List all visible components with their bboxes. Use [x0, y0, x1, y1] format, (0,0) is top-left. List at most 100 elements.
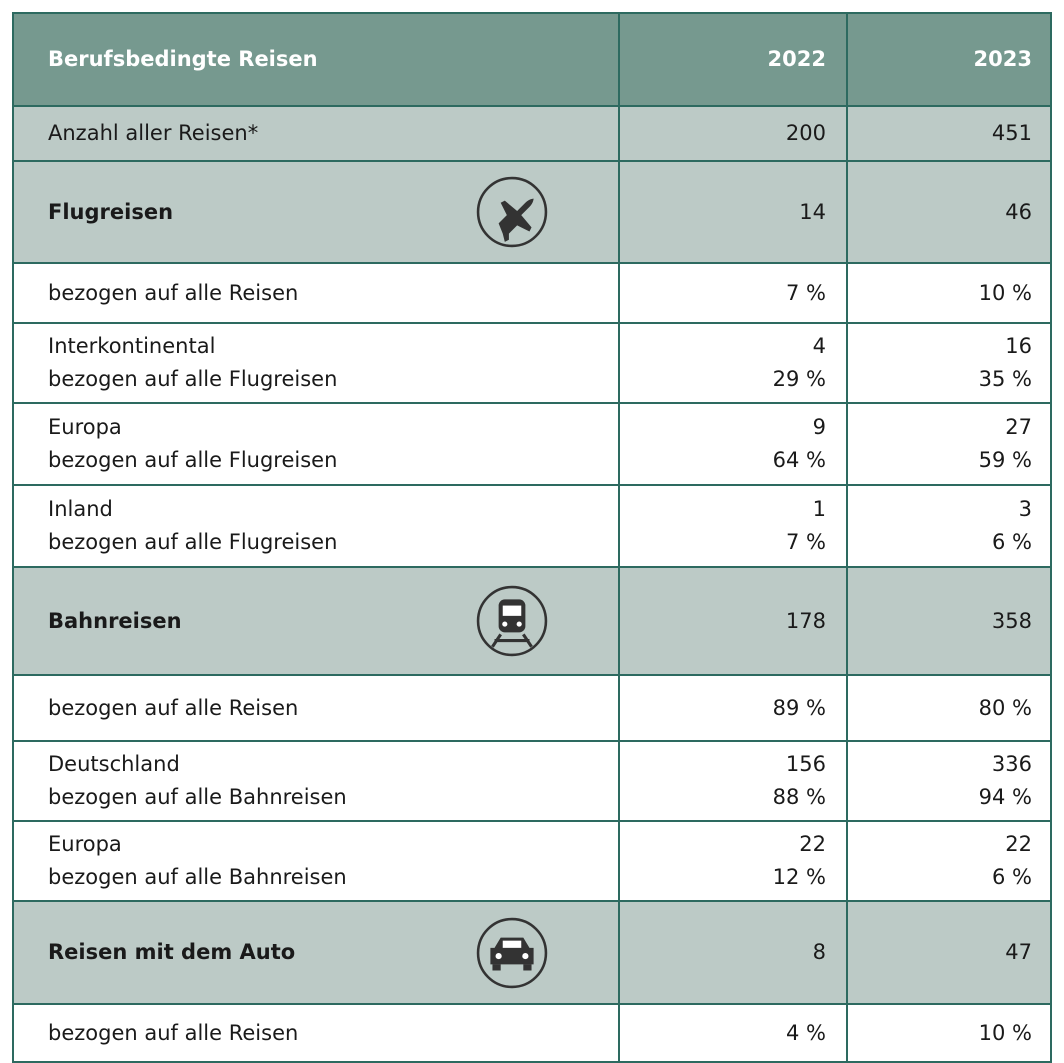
table-cell: Interkontinental bezogen auf alle Flugrei… [14, 324, 620, 404]
cell-value: 10 % [978, 280, 1032, 305]
table-row: Reisen mit dem Auto 8 47 [14, 902, 1052, 1005]
cell-value: 6 % [992, 530, 1032, 554]
table-cell: 9 64 % [620, 404, 848, 486]
cell-value: 7 % [786, 530, 826, 554]
cell-value: 451 [991, 121, 1032, 145]
cell-value: 200 [785, 121, 826, 145]
row-label: Europa [48, 832, 122, 856]
row-label: bezogen auf alle Reisen [48, 695, 299, 720]
table-cell: 10 % [848, 264, 1052, 324]
cell-value: 22 [799, 832, 826, 856]
table-cell: 178 [620, 568, 848, 676]
table-cell: 47 [848, 902, 1052, 1005]
cell-value: 7 % [786, 280, 826, 305]
row-label: bezogen auf alle Bahnreisen [48, 785, 347, 809]
table-cell: Deutschland bezogen auf alle Bahnreisen [14, 742, 620, 822]
table-row: Europa bezogen auf alle Bahnreisen 22 12 % 2… [14, 822, 1052, 902]
row-label: Europa [48, 415, 122, 439]
year-label: 2022 [767, 47, 826, 71]
table-row: Flugreisen 14 46 [14, 162, 1052, 264]
table-cell: Reisen mit dem Auto [14, 902, 620, 1005]
table-cell: Bahnreisen [14, 568, 620, 676]
table-cell: 7 % [620, 264, 848, 324]
icon [476, 917, 548, 988]
row-label: Anzahl aller Reisen* [48, 121, 259, 145]
table-cell: Anzahl aller Reisen* [14, 107, 620, 162]
table-cell: 22 12 % [620, 822, 848, 902]
table-cell: 156 88 % [620, 742, 848, 822]
row-label: Bahnreisen [48, 608, 182, 633]
icon [476, 176, 548, 248]
table-cell: 22 6 % [848, 822, 1052, 902]
table-cell: bezogen auf alle Reisen [14, 1005, 620, 1063]
cell-value: 16 [1005, 334, 1032, 358]
cell-value: 9 [812, 415, 826, 439]
cell-value: 14 [799, 199, 826, 224]
cell-value: 35 % [978, 367, 1032, 391]
cell-value: 336 [991, 752, 1032, 776]
table-cell: Europa bezogen auf alle Flugreisen [14, 404, 620, 486]
table-cell: 14 [620, 162, 848, 264]
cell-value: 178 [785, 608, 826, 633]
cell-value: 47 [1005, 940, 1032, 964]
cell-value: 3 [1018, 497, 1032, 521]
table-cell: 80 % [848, 676, 1052, 742]
table-cell: 358 [848, 568, 1052, 676]
cell-value: 10 % [978, 1020, 1032, 1045]
cell-value: 29 % [772, 367, 826, 391]
table-cell: 200 [620, 107, 848, 162]
table-cell: Europa bezogen auf alle Bahnreisen [14, 822, 620, 902]
table-row: bezogen auf alle Reisen 4 % 10 % [14, 1005, 1052, 1063]
cell-value: 89 % [772, 695, 826, 720]
header-cell: 2023 [848, 14, 1052, 107]
row-label: Interkontinental [48, 334, 216, 358]
table-row: Europa bezogen auf alle Flugreisen 9 64 % 27… [14, 404, 1052, 486]
table-row: Interkontinental bezogen auf alle Flugrei… [14, 324, 1052, 404]
table-cell: 451 [848, 107, 1052, 162]
row-label: Flugreisen [48, 199, 174, 224]
cell-value: 22 [1005, 832, 1032, 856]
table-cell: 4 % [620, 1005, 848, 1063]
row-label: bezogen auf alle Flugreisen [48, 448, 338, 472]
year-label: 2023 [973, 47, 1032, 71]
table-row: Anzahl aller Reisen* 200 451 [14, 107, 1052, 162]
table-row: bezogen auf alle Reisen 89 % 80 % [14, 676, 1052, 742]
cell-value: 88 % [772, 785, 826, 809]
row-label: bezogen auf alle Bahnreisen [48, 865, 347, 889]
row-label: bezogen auf alle Reisen [48, 280, 299, 305]
cell-value: 6 % [992, 865, 1032, 889]
table-cell: Inland bezogen auf alle Flugreisen [14, 486, 620, 568]
cell-value: 156 [785, 752, 826, 776]
header-row: Berufsbedingte Reisen 2022 2023 [14, 14, 1052, 107]
row-label: bezogen auf alle Flugreisen [48, 530, 338, 554]
table-cell: 46 [848, 162, 1052, 264]
row-label: Inland [48, 497, 113, 521]
cell-value: 64 % [772, 448, 826, 472]
table-cell: 89 % [620, 676, 848, 742]
table-cell: Flugreisen [14, 162, 620, 264]
row-label: Deutschland [48, 752, 180, 776]
cell-value: 46 [1005, 199, 1032, 224]
table-cell: 336 94 % [848, 742, 1052, 822]
cell-value: 8 [812, 940, 826, 964]
table-cell: bezogen auf alle Reisen [14, 264, 620, 324]
table-cell: 4 29 % [620, 324, 848, 404]
table: Berufsbedingte Reisen 2022 2023 Anzahl alle… [12, 12, 1052, 1063]
icon [476, 585, 548, 657]
cell-value: 1 [812, 497, 826, 521]
row-label: Reisen mit dem Auto [48, 940, 296, 964]
table-row: Bahnreisen 178 358 [14, 568, 1052, 676]
cell-value: 4 [812, 334, 826, 358]
header-title: Berufsbedingte Reisen [48, 47, 318, 71]
table-cell: bezogen auf alle Reisen [14, 676, 620, 742]
cell-value: 94 % [978, 785, 1032, 809]
table-cell: 16 35 % [848, 324, 1052, 404]
header-cell: Berufsbedingte Reisen [14, 14, 620, 107]
table-cell: 27 59 % [848, 404, 1052, 486]
table-row: Inland bezogen auf alle Flugreisen 1 7 % 3 6 … [14, 486, 1052, 568]
header-cell: 2022 [620, 14, 848, 107]
cell-value: 12 % [772, 865, 826, 889]
